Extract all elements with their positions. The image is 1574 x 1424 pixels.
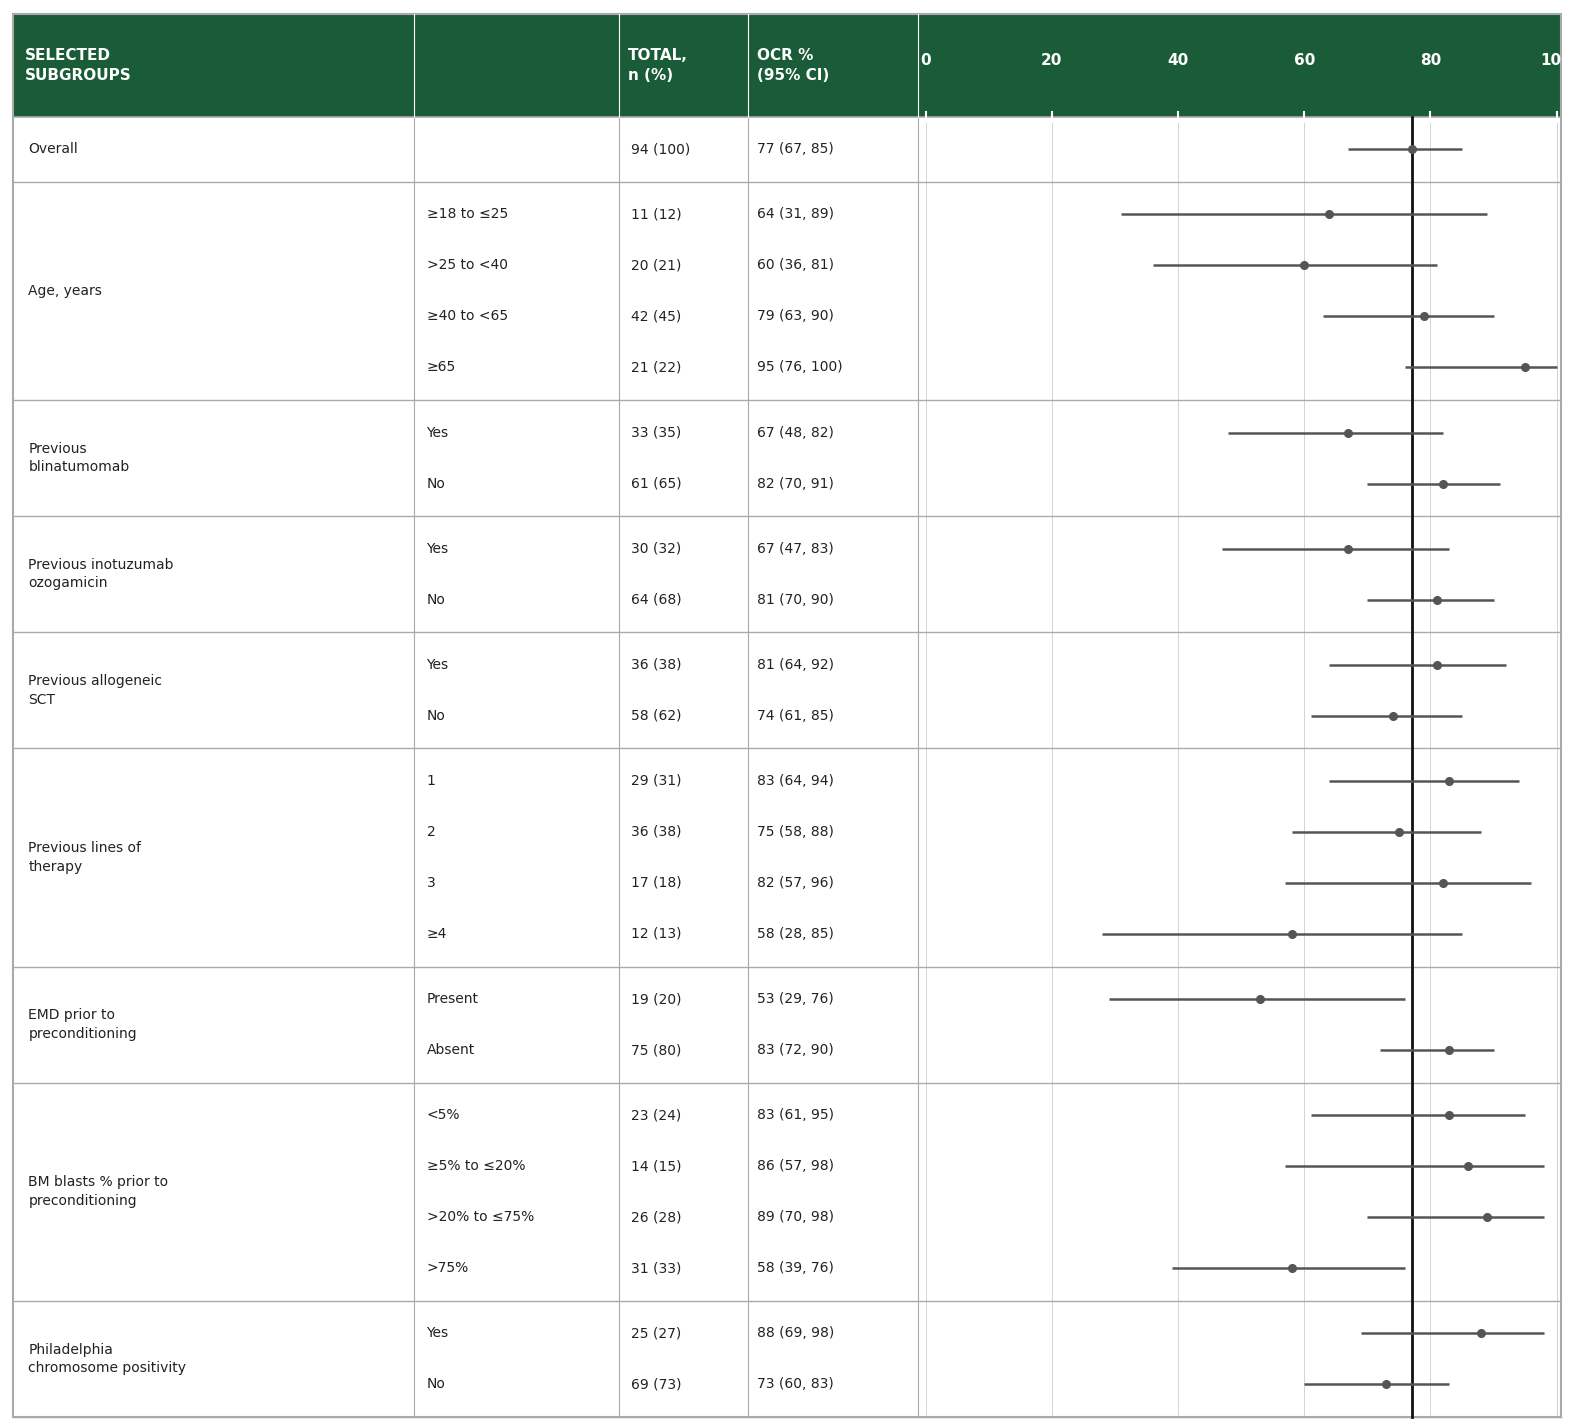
Text: Previous
blinatumomab: Previous blinatumomab — [28, 441, 129, 474]
Text: 79 (63, 90): 79 (63, 90) — [757, 309, 834, 323]
Text: 89 (70, 98): 89 (70, 98) — [757, 1210, 834, 1225]
Text: 64 (68): 64 (68) — [631, 592, 682, 607]
Bar — [13, 117, 1561, 182]
Text: 94 (100): 94 (100) — [631, 142, 691, 157]
Text: 75 (58, 88): 75 (58, 88) — [757, 824, 834, 839]
Bar — [13, 515, 1561, 632]
Text: Previous inotuzumab
ozogamicin: Previous inotuzumab ozogamicin — [28, 558, 173, 591]
Text: BM blasts % prior to
preconditioning: BM blasts % prior to preconditioning — [28, 1175, 168, 1208]
Text: Previous allogeneic
SCT: Previous allogeneic SCT — [28, 674, 162, 706]
Text: 33 (35): 33 (35) — [631, 426, 682, 440]
Text: 69 (73): 69 (73) — [631, 1377, 682, 1391]
Bar — [13, 1300, 1561, 1417]
Text: Yes: Yes — [427, 541, 449, 555]
Text: 81 (64, 92): 81 (64, 92) — [757, 658, 834, 672]
Text: Present: Present — [427, 993, 478, 1007]
Text: 11 (12): 11 (12) — [631, 208, 682, 222]
Text: 2: 2 — [427, 824, 436, 839]
Text: 88 (69, 98): 88 (69, 98) — [757, 1326, 834, 1340]
Text: 3: 3 — [427, 876, 436, 890]
Text: 12 (13): 12 (13) — [631, 927, 682, 941]
Text: Overall: Overall — [28, 142, 79, 157]
Text: 83 (64, 94): 83 (64, 94) — [757, 775, 834, 787]
Bar — [13, 632, 1561, 749]
Text: 20 (21): 20 (21) — [631, 259, 682, 272]
Text: ≥4: ≥4 — [427, 927, 447, 941]
Text: Age, years: Age, years — [28, 283, 102, 298]
Text: 20: 20 — [1040, 53, 1062, 68]
Text: 40: 40 — [1168, 53, 1188, 68]
Text: 80: 80 — [1420, 53, 1442, 68]
Text: No: No — [427, 477, 445, 491]
Text: ≥18 to ≤25: ≥18 to ≤25 — [427, 208, 508, 222]
Text: 60 (36, 81): 60 (36, 81) — [757, 259, 834, 272]
Text: Yes: Yes — [427, 426, 449, 440]
Text: Absent: Absent — [427, 1042, 475, 1057]
Text: 83 (72, 90): 83 (72, 90) — [757, 1042, 834, 1057]
Text: ≥65: ≥65 — [427, 360, 456, 375]
Text: 36 (38): 36 (38) — [631, 824, 682, 839]
Text: 14 (15): 14 (15) — [631, 1159, 682, 1173]
Text: 73 (60, 83): 73 (60, 83) — [757, 1377, 834, 1391]
Text: 58 (39, 76): 58 (39, 76) — [757, 1262, 834, 1274]
Text: >20% to ≤75%: >20% to ≤75% — [427, 1210, 534, 1225]
Bar — [13, 967, 1561, 1082]
Text: 86 (57, 98): 86 (57, 98) — [757, 1159, 834, 1173]
Text: 0: 0 — [921, 53, 930, 68]
Text: 95 (76, 100): 95 (76, 100) — [757, 360, 842, 375]
Text: 74 (61, 85): 74 (61, 85) — [757, 709, 834, 723]
Text: 1: 1 — [427, 775, 436, 787]
Text: Yes: Yes — [427, 658, 449, 672]
Text: EMD prior to
preconditioning: EMD prior to preconditioning — [28, 1008, 137, 1041]
Bar — [13, 400, 1561, 515]
Text: 26 (28): 26 (28) — [631, 1210, 682, 1225]
Text: No: No — [427, 1377, 445, 1391]
Text: 75 (80): 75 (80) — [631, 1042, 682, 1057]
Text: 82 (70, 91): 82 (70, 91) — [757, 477, 834, 491]
Text: 53 (29, 76): 53 (29, 76) — [757, 993, 834, 1007]
Text: >75%: >75% — [427, 1262, 469, 1274]
Bar — [13, 14, 1561, 117]
Bar — [13, 182, 1561, 400]
Text: 25 (27): 25 (27) — [631, 1326, 682, 1340]
Text: 21 (22): 21 (22) — [631, 360, 682, 375]
Text: No: No — [427, 592, 445, 607]
Text: 64 (31, 89): 64 (31, 89) — [757, 208, 834, 222]
Text: 67 (48, 82): 67 (48, 82) — [757, 426, 834, 440]
Text: 36 (38): 36 (38) — [631, 658, 682, 672]
Text: <5%: <5% — [427, 1108, 460, 1122]
Bar — [13, 749, 1561, 967]
Text: SELECTED
SUBGROUPS: SELECTED SUBGROUPS — [25, 48, 132, 83]
Text: OCR %
(95% CI): OCR % (95% CI) — [757, 48, 829, 83]
Bar — [13, 1082, 1561, 1300]
Text: ≥5% to ≤20%: ≥5% to ≤20% — [427, 1159, 526, 1173]
Text: 58 (28, 85): 58 (28, 85) — [757, 927, 834, 941]
Text: 83 (61, 95): 83 (61, 95) — [757, 1108, 834, 1122]
Text: Philadelphia
chromosome positivity: Philadelphia chromosome positivity — [28, 1343, 186, 1376]
Text: 100: 100 — [1541, 53, 1572, 68]
Text: 19 (20): 19 (20) — [631, 993, 682, 1007]
Text: 82 (57, 96): 82 (57, 96) — [757, 876, 834, 890]
Text: 77 (67, 85): 77 (67, 85) — [757, 142, 834, 157]
Text: No: No — [427, 709, 445, 723]
Text: Yes: Yes — [427, 1326, 449, 1340]
Text: 42 (45): 42 (45) — [631, 309, 682, 323]
Text: 30 (32): 30 (32) — [631, 541, 682, 555]
Text: ≥40 to <65: ≥40 to <65 — [427, 309, 508, 323]
Text: 31 (33): 31 (33) — [631, 1262, 682, 1274]
Text: 81 (70, 90): 81 (70, 90) — [757, 592, 834, 607]
Text: 58 (62): 58 (62) — [631, 709, 682, 723]
Text: 61 (65): 61 (65) — [631, 477, 682, 491]
Text: 17 (18): 17 (18) — [631, 876, 682, 890]
Text: TOTAL,
n (%): TOTAL, n (%) — [628, 48, 688, 83]
Text: 23 (24): 23 (24) — [631, 1108, 682, 1122]
Text: Previous lines of
therapy: Previous lines of therapy — [28, 842, 142, 874]
Text: 67 (47, 83): 67 (47, 83) — [757, 541, 834, 555]
Text: >25 to <40: >25 to <40 — [427, 259, 507, 272]
Text: 60: 60 — [1294, 53, 1314, 68]
Text: 29 (31): 29 (31) — [631, 775, 682, 787]
